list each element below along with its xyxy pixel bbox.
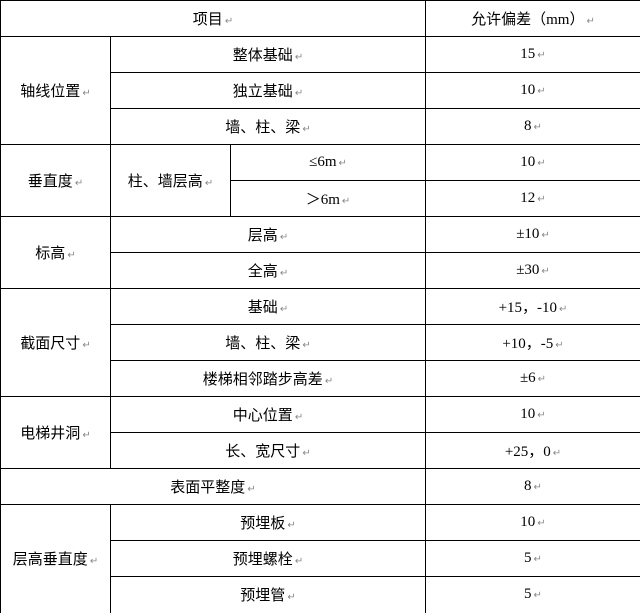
- verticality-label: 垂直度↵: [1, 145, 111, 217]
- line-marker: ↵: [225, 16, 233, 27]
- story-verticality-item-0-value: 10↵: [426, 505, 640, 541]
- axis-position-item-1-name: 独立基础↵: [111, 73, 426, 109]
- section-size-item-2-value: ±6↵: [426, 361, 640, 397]
- elevation-item-1-value: ±30↵: [426, 253, 640, 289]
- axis-position-item-0-value: 15↵: [426, 37, 640, 73]
- elevation-item-0-value: ±10↵: [426, 217, 640, 253]
- elevator-shaft-item-0-value: 10↵: [426, 397, 640, 433]
- story-verticality-label: 层高垂直度↵: [1, 505, 111, 613]
- axis-position-item-1-value: 10↵: [426, 73, 640, 109]
- verticality-item-1-name: ＞6m↵: [231, 181, 426, 217]
- elevator-shaft-item-1-value: +25，0↵: [426, 433, 640, 469]
- story-verticality-item-2-value: 5↵: [426, 577, 640, 613]
- verticality-item-1-value: 12↵: [426, 181, 640, 217]
- elevator-shaft-label: 电梯井洞↵: [1, 397, 111, 469]
- axis-position-item-2-value: 8↵: [426, 109, 640, 145]
- axis-position-item-2-name: 墙、柱、梁↵: [111, 109, 426, 145]
- section-size-item-1-name: 墙、柱、梁↵: [111, 325, 426, 361]
- elevation-item-1-name: 全高↵: [111, 253, 426, 289]
- verticality-item-0-value: 10↵: [426, 145, 640, 181]
- line-marker: ↵: [586, 16, 594, 27]
- elevation-label: 标高↵: [1, 217, 111, 289]
- axis-position-item-0-name: 整体基础↵: [111, 37, 426, 73]
- axis-position-label: 轴线位置↵: [1, 37, 111, 145]
- section-size-item-0-value: +15，-10↵: [426, 289, 640, 325]
- verticality-sublabel: 柱、墙层高↵: [111, 145, 231, 217]
- verticality-item-0-name: ≤6m↵: [231, 145, 426, 181]
- story-verticality-item-1-value: 5↵: [426, 541, 640, 577]
- header-project: 项目↵: [1, 1, 426, 37]
- elevation-item-0-name: 层高↵: [111, 217, 426, 253]
- section-size-item-1-value: +10，-5↵: [426, 325, 640, 361]
- story-verticality-item-1-name: 预埋螺栓↵: [111, 541, 426, 577]
- section-size-label: 截面尺寸↵: [1, 289, 111, 397]
- surface-flatness-label: 表面平整度↵: [1, 469, 426, 505]
- section-size-item-0-name: 基础↵: [111, 289, 426, 325]
- elevator-shaft-item-1-name: 长、宽尺寸↵: [111, 433, 426, 469]
- tolerance-table: 项目↵ 允许偏差（mm）↵ 轴线位置↵ 整体基础↵ 15↵ 独立基础↵ 10↵ …: [0, 0, 640, 613]
- story-verticality-item-2-name: 预埋管↵: [111, 577, 426, 613]
- surface-flatness-value: 8↵: [426, 469, 640, 505]
- story-verticality-item-0-name: 预埋板↵: [111, 505, 426, 541]
- elevator-shaft-item-0-name: 中心位置↵: [111, 397, 426, 433]
- header-tolerance: 允许偏差（mm）↵: [426, 1, 640, 37]
- section-size-item-2-name: 楼梯相邻踏步高差↵: [111, 361, 426, 397]
